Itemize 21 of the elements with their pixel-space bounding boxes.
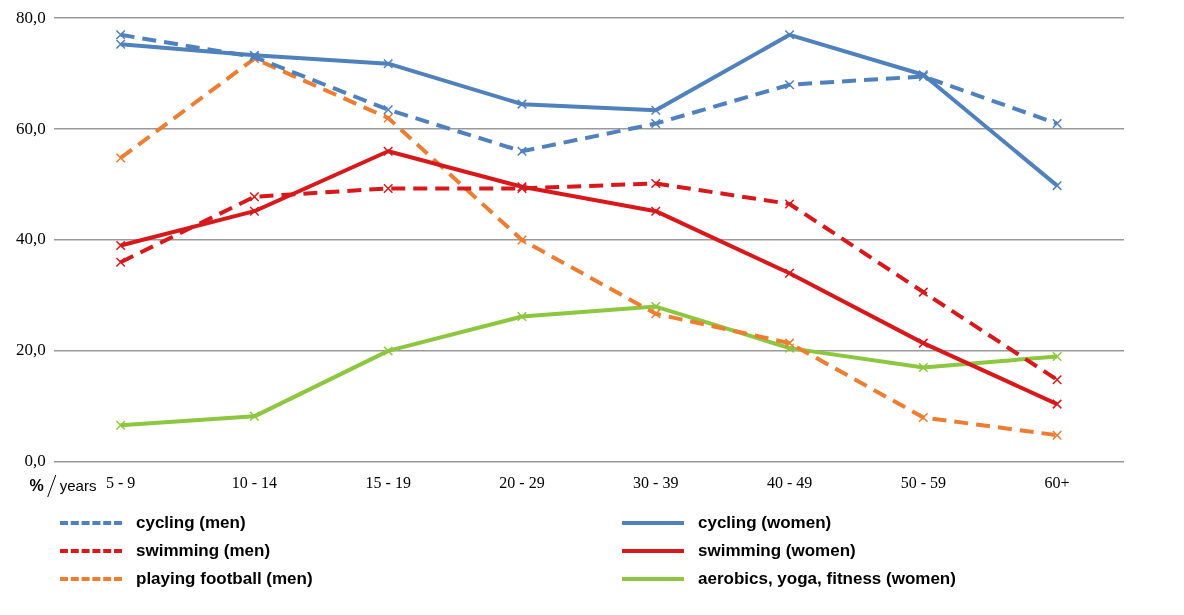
legend-label: cycling (women) xyxy=(698,513,832,533)
legend-label: swimming (men) xyxy=(136,541,271,561)
x-tick-label: 15 - 19 xyxy=(365,473,411,491)
legend-label: cycling (men) xyxy=(136,513,246,533)
y-tick-label: 20,0 xyxy=(16,340,46,360)
x-axis-title: years xyxy=(59,477,97,495)
x-tick-label: 50 - 59 xyxy=(900,473,946,491)
x-tick-label: 30 - 39 xyxy=(633,473,679,491)
legend-label: aerobics, yoga, fitness (women) xyxy=(698,569,956,589)
x-tick-label: 20 - 29 xyxy=(499,473,545,491)
y-tick-label: 80,0 xyxy=(16,7,46,27)
x-tick-label: 5 - 9 xyxy=(105,473,136,491)
x-tick-label: 40 - 49 xyxy=(766,473,813,491)
y-tick-label: 40,0 xyxy=(16,229,46,249)
x-tick-label: 10 - 14 xyxy=(231,473,278,491)
legend-label: swimming (women) xyxy=(698,541,856,561)
y-tick-label: 0,0 xyxy=(24,451,46,471)
x-tick-label: 60+ xyxy=(1044,473,1070,491)
legend-label: playing football (men) xyxy=(136,569,313,589)
y-tick-label: 60,0 xyxy=(16,118,46,138)
y-axis-title: % xyxy=(29,477,44,495)
